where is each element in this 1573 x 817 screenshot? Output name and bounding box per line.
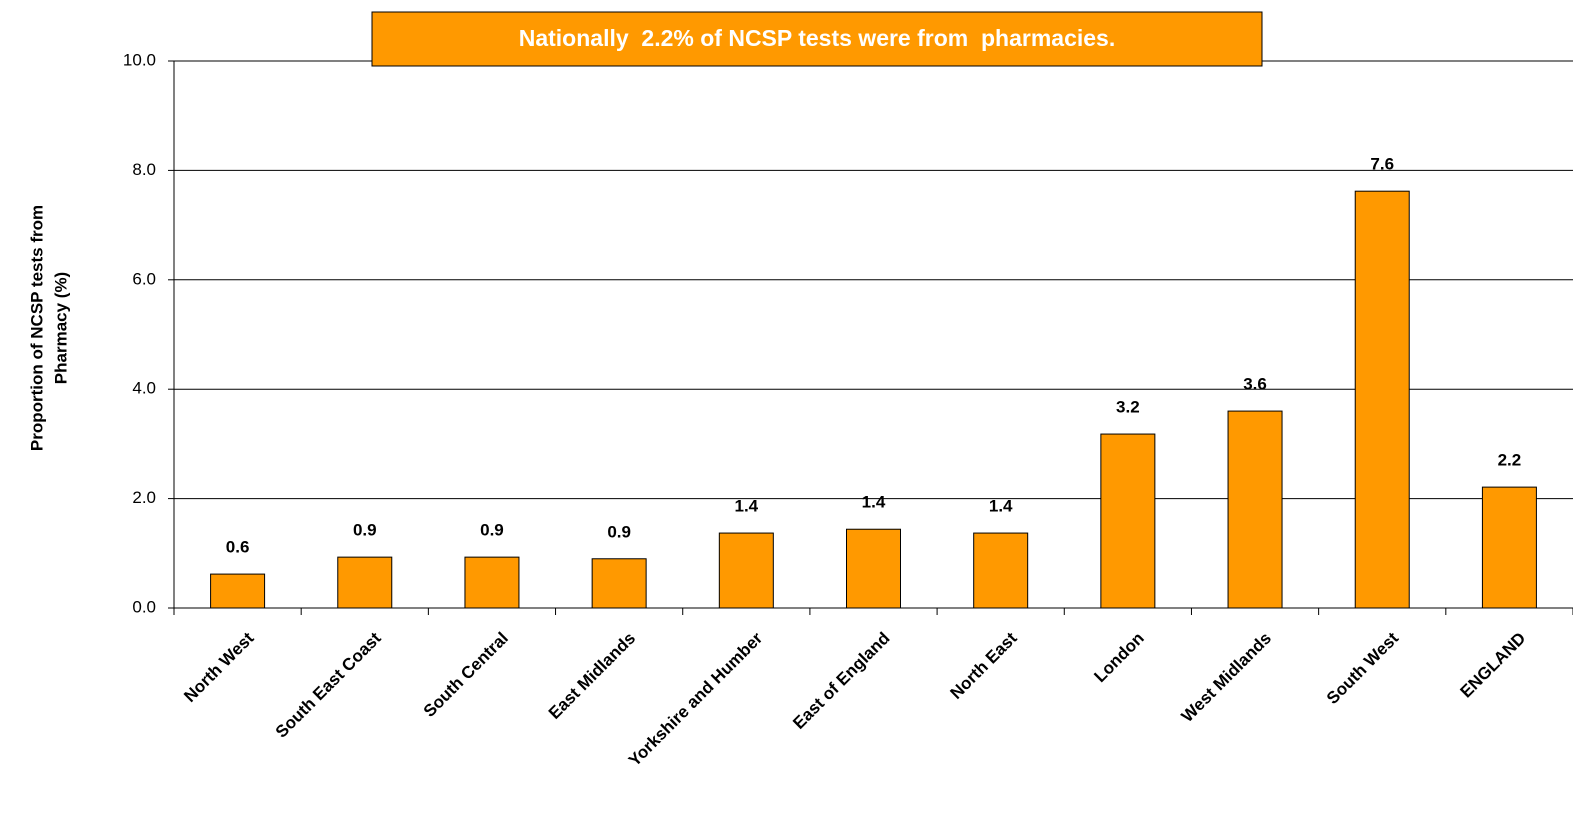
chart-title: Nationally 2.2% of NCSP tests were from … [519, 25, 1116, 51]
data-label: 0.6 [226, 538, 250, 557]
bar [337, 556, 393, 609]
data-label: 0.9 [607, 522, 631, 541]
y-tick-label: 10.0 [123, 50, 156, 69]
data-label: 0.9 [353, 521, 377, 540]
title-box [371, 11, 1263, 67]
x-tick-label: South East Coast [272, 628, 385, 741]
y-tick-label: 0.0 [132, 597, 156, 616]
y-tick-label: 8.0 [132, 160, 156, 179]
x-tick-label: ENGLAND [1457, 629, 1530, 702]
x-tick-label: West Midlands [1178, 629, 1275, 726]
y-tick-label: 2.0 [132, 488, 156, 507]
bar [718, 532, 774, 609]
data-label: 1.4 [862, 493, 886, 512]
data-label: 0.9 [480, 521, 504, 540]
y-tick-label: 6.0 [132, 269, 156, 288]
x-tick-label: South Central [420, 629, 512, 721]
x-tick-label: North West [180, 628, 258, 706]
x-tick-label: East of England [789, 629, 893, 733]
bar [210, 573, 266, 609]
data-label: 1.4 [734, 497, 758, 516]
bar [1354, 190, 1410, 609]
bar [973, 532, 1029, 609]
y-axis-label: Proportion of NCSP tests from [27, 205, 46, 451]
x-tick-label: South West [1323, 628, 1403, 708]
y-tick-label: 4.0 [132, 379, 156, 398]
bar [1100, 433, 1156, 609]
x-tick-label: London [1090, 629, 1147, 686]
bar [591, 558, 647, 609]
bar [846, 528, 901, 609]
x-tick-label: Yorkshire and Humber [625, 628, 767, 770]
x-tick-label: North East [946, 628, 1020, 702]
bar [464, 556, 520, 609]
bar [1227, 410, 1283, 609]
y-axis-label: Pharmacy (%) [51, 272, 70, 384]
data-label: 3.2 [1116, 398, 1140, 417]
data-label: 7.6 [1370, 155, 1394, 174]
data-label: 2.2 [1498, 451, 1522, 470]
bar [1481, 486, 1537, 609]
x-tick-label: East Midlands [545, 629, 639, 723]
data-label: 1.4 [989, 497, 1013, 516]
data-label: 3.6 [1243, 375, 1267, 394]
